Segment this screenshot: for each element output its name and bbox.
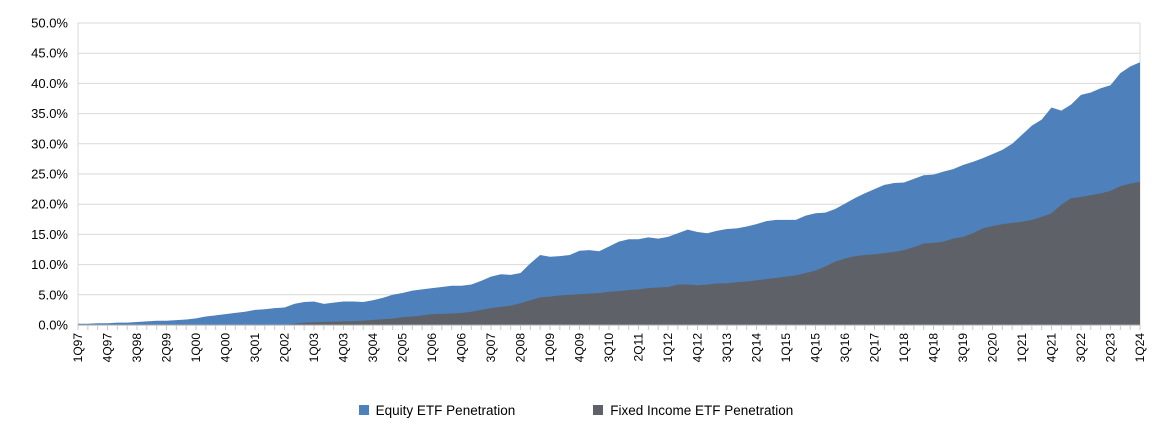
x-axis-tick-label: 4Q00 <box>219 333 233 363</box>
legend-label-equity: Equity ETF Penetration <box>375 402 516 418</box>
x-axis-tick-label: 4Q97 <box>101 333 115 363</box>
x-axis-tick-label: 4Q18 <box>927 333 941 363</box>
x-axis-tick-label: 1Q03 <box>307 333 321 363</box>
fixed-income-swatch-icon <box>593 405 604 415</box>
x-axis-tick-label: 4Q21 <box>1045 333 1059 363</box>
x-axis-tick-label: 2Q14 <box>750 333 764 363</box>
x-axis-tick-label: 3Q13 <box>720 333 734 363</box>
x-axis-tick-label: 1Q15 <box>779 333 793 363</box>
x-axis-tick-label: 1Q97 <box>71 333 85 363</box>
x-axis-tick-label: 1Q24 <box>1133 333 1147 363</box>
x-axis-tick-label: 2Q23 <box>1104 333 1118 363</box>
legend-item-fixed-income: Fixed Income ETF Penetration <box>593 403 793 418</box>
y-axis-tick-label: 40.0% <box>31 76 68 91</box>
y-axis-tick-label: 50.0% <box>31 16 68 31</box>
x-axis-tick-label: 1Q21 <box>1015 333 1029 363</box>
x-axis-tick-label: 3Q16 <box>838 333 852 363</box>
x-axis-tick-label: 3Q01 <box>248 333 262 363</box>
area-chart-canvas: 0.0% 5.0% 10.0% 15.0% 20.0% 25.0% 30.0% 35.0% 40… <box>31 16 1147 363</box>
x-axis-tick-label: 2Q99 <box>160 333 174 363</box>
y-axis-tick-label: 30.0% <box>31 136 68 151</box>
chart-legend: Equity ETF Penetration Fixed Income ETF … <box>0 398 1152 422</box>
x-axis-tick-label: 3Q04 <box>366 333 380 363</box>
x-axis-tick-label: 4Q03 <box>337 333 351 363</box>
fixed-income-area-series <box>78 181 1140 325</box>
y-axis-tick-label: 35.0% <box>31 106 68 121</box>
x-axis-tick-label: 1Q06 <box>425 333 439 363</box>
equity-swatch-icon <box>358 405 369 415</box>
x-axis-tick-label: 4Q09 <box>573 333 587 363</box>
y-axis-tick-label: 20.0% <box>31 197 68 212</box>
x-axis-tick-label: 2Q08 <box>514 333 528 363</box>
x-axis-tick-label: 4Q06 <box>455 333 469 363</box>
x-axis-tick-label: 1Q12 <box>661 333 675 363</box>
x-axis-tick-label: 3Q98 <box>130 333 144 363</box>
x-axis-tick-label: 2Q20 <box>986 333 1000 363</box>
y-axis-tick-label: 0.0% <box>38 318 68 333</box>
x-axis-tick-label: 3Q19 <box>956 333 970 363</box>
y-axis-tick-label: 45.0% <box>31 46 68 61</box>
x-axis-tick-label: 4Q15 <box>809 333 823 363</box>
legend-item-equity: Equity ETF Penetration <box>358 402 516 418</box>
x-axis-tick-label: 4Q12 <box>691 333 705 363</box>
x-axis-tick-label: 1Q09 <box>543 333 557 363</box>
y-axis-tick-label: 5.0% <box>38 287 68 302</box>
x-axis-tick-label: 3Q22 <box>1074 333 1088 363</box>
x-axis-tick-label: 2Q17 <box>868 333 882 363</box>
y-axis-tick-label: 25.0% <box>31 167 68 182</box>
x-axis-tick-label: 1Q18 <box>897 333 911 363</box>
x-axis-tick-label: 1Q00 <box>189 333 203 363</box>
y-axis-tick-label: 15.0% <box>31 227 68 242</box>
y-axis-tick-label: 10.0% <box>31 257 68 272</box>
x-axis-tick-label: 2Q02 <box>278 333 292 363</box>
x-axis-tick-label: 3Q07 <box>484 333 498 363</box>
x-axis-tick-label: 2Q05 <box>396 333 410 363</box>
x-axis-tick-label: 2Q11 <box>632 333 646 362</box>
legend-label-fixed-income: Fixed Income ETF Penetration <box>610 402 794 418</box>
x-axis-tick-label: 3Q10 <box>602 333 616 363</box>
